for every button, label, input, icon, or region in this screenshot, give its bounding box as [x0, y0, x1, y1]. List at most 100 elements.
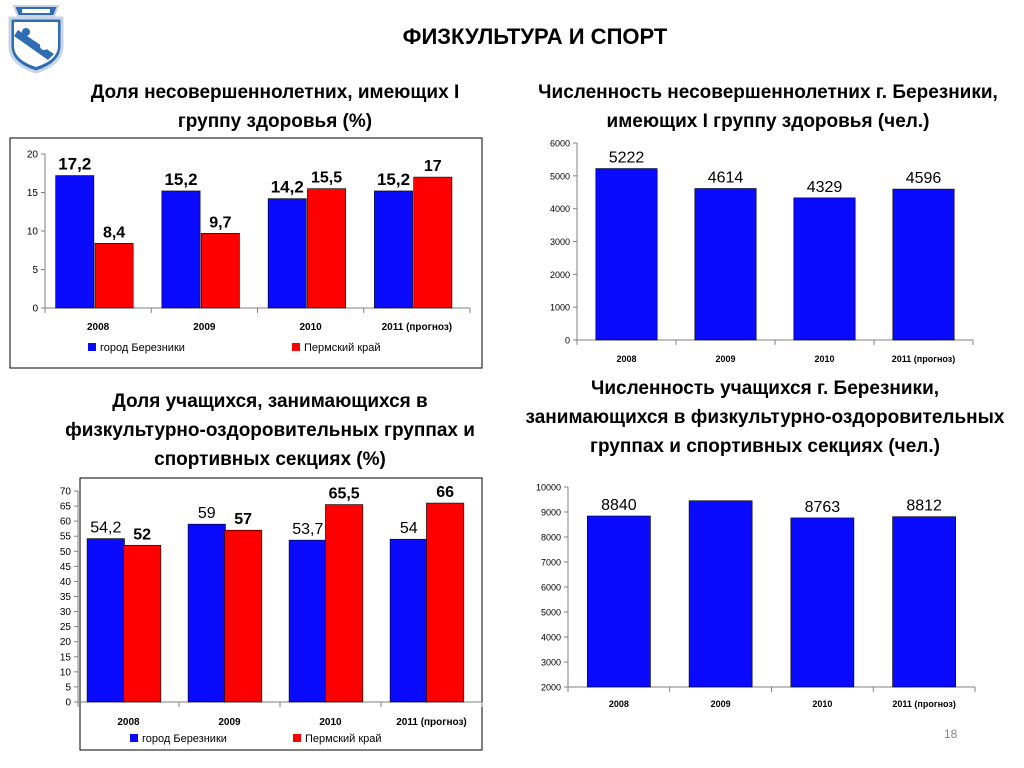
x-tick-label: 2010: [812, 699, 832, 709]
x-tick-label: 2010: [814, 354, 834, 364]
y-tick-label: 7000: [541, 558, 561, 568]
x-tick-label: 2008: [117, 717, 140, 728]
y-tick-label: 6000: [541, 583, 561, 593]
bar: [200, 233, 240, 309]
x-tick-label: 2009: [193, 322, 216, 333]
data-label: 4614: [708, 170, 744, 187]
data-label: 5222: [609, 150, 645, 167]
y-tick-label: 5000: [541, 608, 561, 618]
x-tick-label: 2011 (прогноз): [382, 322, 453, 333]
legend-city: город Березники: [142, 733, 227, 745]
x-tick-label: 2010: [319, 717, 342, 728]
x-tick-label: 2009: [218, 717, 241, 728]
x-tick-label: 2011 (прогноз): [396, 717, 467, 728]
data-label: 14,2: [271, 178, 304, 197]
data-label: 53,7: [292, 521, 323, 538]
data-label: 4329: [807, 179, 843, 196]
data-label: 15,2: [164, 170, 197, 189]
bar: [793, 197, 856, 341]
y-tick-label: 70: [60, 487, 72, 498]
y-tick-label: 15: [60, 652, 72, 663]
y-tick-label: 40: [60, 577, 72, 588]
legend-city-swatch: [130, 734, 138, 742]
bar: [86, 538, 125, 703]
y-tick-label: 30: [60, 607, 72, 618]
y-tick-label: 20: [27, 150, 39, 161]
data-label: 8840: [601, 497, 637, 514]
data-label: 15,2: [377, 170, 410, 189]
x-tick-label: 2009: [715, 354, 735, 364]
page-title: ФИЗКУЛЬТУРА И СПОРТ: [402, 24, 668, 49]
bar: [123, 544, 162, 703]
page-number: 18: [944, 727, 958, 741]
data-label: 8,4: [103, 224, 125, 241]
y-tick-label: 5: [65, 682, 71, 693]
y-tick-label: 65: [60, 502, 72, 513]
y-tick-label: 60: [60, 517, 72, 528]
x-tick-label: 2009: [711, 699, 731, 709]
data-label: 52: [133, 526, 151, 543]
y-tick-label: 6000: [550, 139, 570, 149]
x-tick-label: 2010: [300, 322, 323, 333]
bar: [892, 516, 956, 688]
coat-of-arms-logo: [8, 5, 64, 74]
y-tick-label: 45: [60, 562, 72, 573]
legend-city: город Березники: [100, 342, 185, 354]
bar: [389, 538, 428, 703]
data-label: 54: [400, 520, 418, 537]
y-tick-label: 4000: [541, 633, 561, 643]
data-label: 54,2: [90, 520, 121, 537]
bar: [694, 188, 757, 341]
bar: [374, 190, 413, 309]
x-tick-label: 2008: [616, 354, 636, 364]
bar: [325, 504, 364, 703]
y-tick-label: 10: [27, 227, 39, 238]
x-tick-label: 2011 (прогноз): [892, 699, 956, 709]
data-label: 15,5: [311, 170, 342, 187]
data-label: 8763: [805, 499, 841, 516]
y-tick-label: 0: [565, 336, 570, 346]
bar: [595, 168, 658, 341]
bar: [426, 502, 465, 703]
y-tick-label: 1000: [550, 303, 570, 313]
y-tick-label: 4000: [550, 204, 570, 214]
y-tick-label: 20: [60, 637, 72, 648]
y-tick-label: 0: [32, 304, 38, 315]
chart4-title: Численность учащихся г. Березники, заним…: [525, 378, 1005, 457]
legend-region-swatch: [293, 734, 301, 742]
y-tick-label: 0: [65, 698, 71, 709]
x-tick-label: 2008: [87, 322, 110, 333]
y-tick-label: 55: [60, 532, 72, 543]
legend-region-swatch: [292, 343, 300, 351]
y-tick-label: 50: [60, 547, 72, 558]
y-tick-label: 3000: [541, 658, 561, 668]
bar: [307, 188, 346, 309]
bar: [790, 517, 855, 688]
bar: [94, 243, 134, 309]
data-label: 65,5: [329, 486, 360, 503]
bar: [187, 523, 226, 703]
y-tick-label: 35: [60, 592, 72, 603]
bar: [267, 198, 307, 309]
y-tick-label: 3000: [550, 237, 570, 247]
bar: [892, 188, 955, 341]
chart-frame: [9, 137, 483, 369]
data-label: 17,2: [58, 155, 91, 174]
chart2-title: Численность несовершеннолетних г. Березн…: [538, 82, 998, 132]
chart1-title: Доля несовершеннолетних, имеющих I групп…: [90, 82, 460, 132]
legend-region: Пермский край: [304, 342, 381, 354]
data-label: 17: [424, 158, 442, 175]
bar: [55, 175, 95, 309]
x-tick-label: 2011 (прогноз): [892, 354, 956, 364]
y-tick-label: 8000: [541, 533, 561, 543]
bar: [587, 515, 651, 688]
data-label: 66: [436, 484, 454, 501]
data-label: 59: [198, 505, 216, 522]
data-label: 57: [234, 511, 252, 528]
y-tick-label: 5000: [550, 171, 570, 181]
x-tick-label: 2008: [609, 699, 629, 709]
y-tick-label: 10: [60, 667, 72, 678]
